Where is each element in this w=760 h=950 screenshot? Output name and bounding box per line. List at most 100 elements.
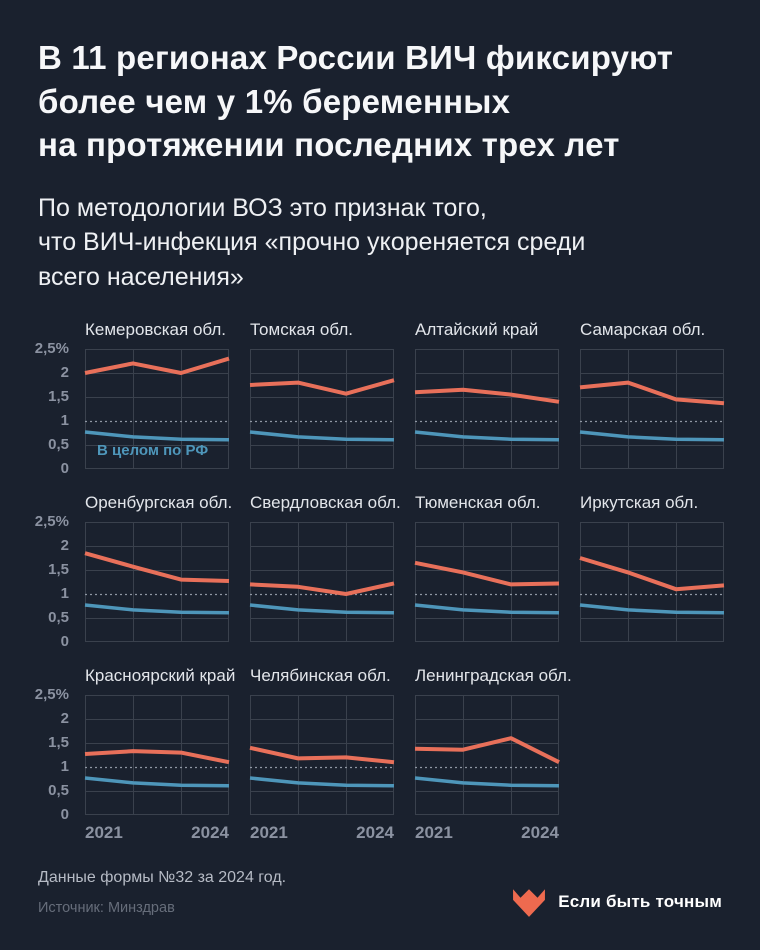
rf-average-line bbox=[249, 430, 395, 442]
chart-plot-area bbox=[579, 349, 725, 470]
rf-average-line bbox=[414, 776, 560, 788]
x-tick-label: 2024 bbox=[191, 823, 229, 843]
rf-line-label: В целом по РФ bbox=[97, 442, 208, 459]
chart-plot-area: 2,5% 2 1,5 1 0,5 0 В целом по РФ bbox=[35, 340, 230, 477]
chart-plot-area bbox=[414, 349, 560, 470]
brand-name: Если быть точным bbox=[558, 892, 722, 912]
heart-zigzag-shape bbox=[513, 889, 546, 918]
region-line bbox=[414, 560, 560, 587]
y-tick-label: 1 bbox=[60, 585, 69, 603]
chart-title: Иркутская обл. bbox=[580, 493, 699, 513]
line-chart-svg bbox=[414, 522, 560, 643]
y-tick-label: 1,5 bbox=[48, 734, 69, 752]
region-line bbox=[414, 387, 560, 404]
region-chart-2: Томская обл. bbox=[249, 320, 395, 470]
chart-plot-area bbox=[414, 522, 560, 643]
region-line bbox=[84, 749, 230, 765]
x-tick-label: 2021 bbox=[85, 823, 123, 843]
charts-grid: Кемеровская обл. 2,5% 2 1,5 1 0,5 0 В целом по … bbox=[35, 320, 725, 843]
rf-average-line bbox=[579, 603, 725, 615]
line-chart-svg bbox=[414, 349, 560, 470]
y-axis-labels: 2,5% 2 1,5 1 0,5 0 bbox=[29, 513, 77, 650]
heart-zigzag-icon bbox=[513, 889, 546, 918]
region-line bbox=[249, 745, 395, 765]
infographic: В 11 регионах России ВИЧ фиксируют более… bbox=[35, 39, 725, 918]
y-tick-label: 1,5 bbox=[48, 561, 69, 579]
chart-title: Свердловская обл. bbox=[250, 493, 401, 513]
y-tick-label: 0,5 bbox=[48, 609, 69, 627]
y-tick-label: 1,5 bbox=[48, 388, 69, 406]
y-tick-label: 2,5% bbox=[34, 686, 69, 704]
rf-average-line bbox=[84, 603, 230, 615]
x-axis-labels: 2021 2024 bbox=[415, 823, 559, 843]
rf-average-line bbox=[414, 430, 560, 442]
chart-title: Красноярский край bbox=[85, 666, 236, 686]
data-footnote: Данные формы №32 за 2024 год. bbox=[38, 869, 287, 887]
rf-average-line bbox=[84, 430, 230, 442]
line-chart-svg bbox=[579, 349, 725, 470]
region-chart-5: Оренбургская обл. 2,5% 2 1,5 1 0,5 0 bbox=[35, 493, 233, 650]
region-chart-11: Ленинградская обл. 2021 2024 bbox=[414, 666, 572, 843]
line-chart-svg bbox=[579, 522, 725, 643]
chart-plot-area bbox=[249, 349, 395, 470]
region-chart-6: Свердловская обл. bbox=[249, 493, 401, 643]
line-chart-svg bbox=[249, 349, 395, 470]
x-tick-label: 2024 bbox=[521, 823, 559, 843]
rf-average-line bbox=[579, 430, 725, 442]
y-tick-label: 2 bbox=[60, 710, 69, 728]
chart-plot-area: 2,5% 2 1,5 1 0,5 0 bbox=[35, 513, 230, 650]
chart-title: Оренбургская обл. bbox=[85, 493, 233, 513]
y-tick-label: 0 bbox=[60, 806, 69, 824]
y-axis-labels: 2,5% 2 1,5 1 0,5 0 bbox=[29, 686, 77, 823]
chart-plot-area bbox=[579, 522, 725, 643]
line-chart-svg bbox=[84, 695, 230, 816]
chart-plot-area: 2,5% 2 1,5 1 0,5 0 2021 2024 bbox=[35, 686, 230, 843]
x-axis-labels: 2021 2024 bbox=[250, 823, 394, 843]
data-source: Источник: Минздрав bbox=[38, 900, 175, 917]
page-title: В 11 регионах России ВИЧ фиксируют более… bbox=[38, 39, 674, 164]
page-subtitle: По методологии ВОЗ это признак того, что… bbox=[38, 193, 586, 291]
region-line bbox=[249, 581, 395, 597]
region-chart-1: Кемеровская обл. 2,5% 2 1,5 1 0,5 0 В целом по … bbox=[35, 320, 230, 477]
region-line bbox=[249, 378, 395, 396]
footer: Данные формы №32 за 2024 год. Источник: … bbox=[38, 869, 722, 918]
chart-title: Томская обл. bbox=[250, 320, 353, 340]
footer-notes: Данные формы №32 за 2024 год. Источник: … bbox=[38, 869, 286, 916]
chart-plot-area bbox=[249, 522, 395, 643]
region-chart-3: Алтайский край bbox=[414, 320, 560, 470]
chart-title: Тюменская обл. bbox=[415, 493, 541, 513]
region-line bbox=[84, 356, 230, 376]
region-line bbox=[579, 380, 725, 406]
rf-average-line bbox=[249, 603, 395, 615]
region-chart-10: Челябинская обл. 2021 2024 bbox=[249, 666, 395, 843]
chart-title: Самарская обл. bbox=[580, 320, 706, 340]
region-line bbox=[84, 551, 230, 584]
x-tick-label: 2024 bbox=[356, 823, 394, 843]
chart-plot-area: 2021 2024 bbox=[249, 695, 395, 843]
chart-row-1: Кемеровская обл. 2,5% 2 1,5 1 0,5 0 В целом по … bbox=[35, 320, 725, 477]
chart-row-3: Красноярский край 2,5% 2 1,5 1 0,5 0 2021 2024 Че… bbox=[35, 666, 722, 843]
y-tick-label: 0 bbox=[60, 633, 69, 651]
rf-average-line bbox=[249, 776, 395, 788]
region-chart-7: Тюменская обл. bbox=[414, 493, 560, 643]
line-chart-svg: В целом по РФ bbox=[84, 349, 230, 470]
x-tick-label: 2021 bbox=[415, 823, 453, 843]
y-tick-label: 2,5% bbox=[34, 340, 69, 358]
line-chart-svg bbox=[249, 695, 395, 816]
y-tick-label: 0,5 bbox=[48, 782, 69, 800]
brand-logo: Если быть точным bbox=[512, 886, 722, 918]
y-tick-label: 2 bbox=[60, 364, 69, 382]
region-chart-8: Иркутская обл. bbox=[579, 493, 725, 643]
y-tick-label: 2 bbox=[60, 537, 69, 555]
y-tick-label: 2,5% bbox=[34, 513, 69, 531]
y-tick-label: 1 bbox=[60, 412, 69, 430]
chart-row-2: Оренбургская обл. 2,5% 2 1,5 1 0,5 0 Свердловск… bbox=[35, 493, 725, 650]
y-tick-label: 1 bbox=[60, 758, 69, 776]
region-chart-9: Красноярский край 2,5% 2 1,5 1 0,5 0 2021 2024 bbox=[35, 666, 236, 843]
rf-average-line bbox=[84, 776, 230, 788]
line-chart-svg bbox=[414, 695, 560, 816]
chart-title: Кемеровская обл. bbox=[85, 320, 227, 340]
y-tick-label: 0 bbox=[60, 460, 69, 478]
region-chart-4: Самарская обл. bbox=[579, 320, 725, 470]
x-axis-labels: 2021 2024 bbox=[85, 823, 229, 843]
